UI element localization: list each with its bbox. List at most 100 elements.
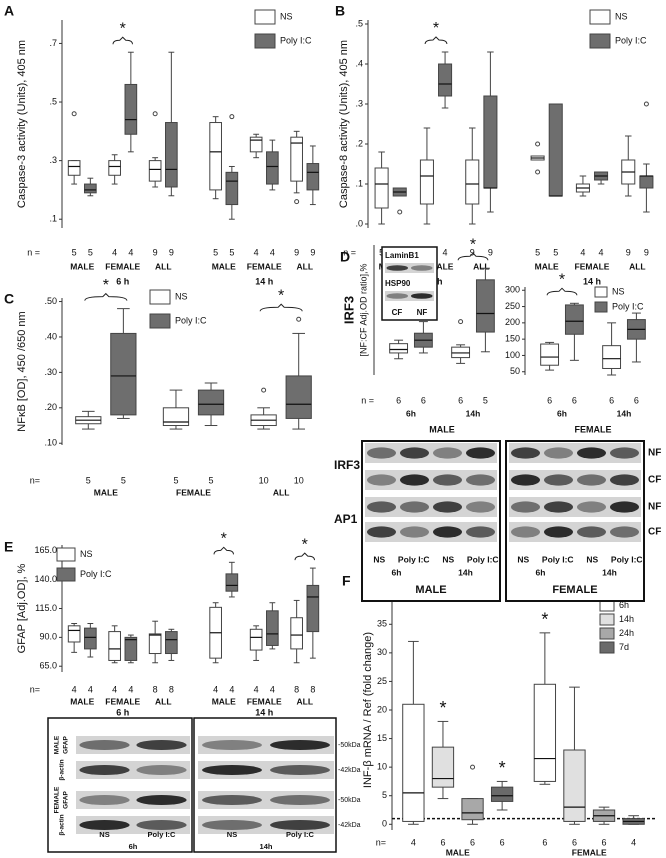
legend-swatch <box>594 286 608 298</box>
category-label: ALL <box>155 261 172 271</box>
inset-row-label: LaminB1 <box>385 251 419 260</box>
lane-label: NS <box>227 830 237 839</box>
category-label: MALE <box>212 261 236 271</box>
outlier <box>294 199 300 205</box>
blot-frame <box>361 440 501 602</box>
blot-strip <box>365 522 497 542</box>
legend-label: 14h <box>619 614 634 624</box>
section-label: 14 h <box>583 276 601 286</box>
box <box>266 610 279 646</box>
blot-band <box>410 293 433 299</box>
blot-band <box>399 501 430 513</box>
n-row-label: n= <box>376 837 386 847</box>
n-label: 5 <box>213 247 218 257</box>
n-label: 5 <box>173 475 178 485</box>
blot-band <box>510 501 541 513</box>
box <box>67 160 81 176</box>
n-label: 6 <box>609 395 614 405</box>
legend-swatch <box>589 33 611 49</box>
time-label: 14h <box>458 567 473 577</box>
y-tick-label: .5 <box>49 96 57 106</box>
n-label: 5 <box>72 247 77 257</box>
box <box>431 746 455 788</box>
blot-strip <box>385 291 434 301</box>
significance-bracket <box>112 36 133 45</box>
y-tick-label: 15 <box>377 733 387 743</box>
time-label: 6h <box>392 567 402 577</box>
n-label: 9 <box>488 247 493 257</box>
n-label: 5 <box>86 475 91 485</box>
n-label: 4 <box>270 684 275 694</box>
category-label: ALL <box>296 261 313 271</box>
y-tick-label: 10 <box>377 762 387 772</box>
y-axis-label: [NF:CF Adj.OD ratio],% <box>358 263 368 356</box>
legend-swatch <box>589 9 611 25</box>
fraction-label: NF <box>648 448 661 459</box>
legend-swatch <box>594 301 608 313</box>
outlier <box>296 316 302 322</box>
category-label: FEMALE <box>105 261 140 271</box>
section-label: 6 h <box>116 707 129 717</box>
blot-band <box>543 474 574 486</box>
blot-band <box>366 501 397 513</box>
blot-row-label: FEMALE <box>54 786 61 813</box>
legend-label: NS <box>280 11 293 21</box>
fraction-label: CF <box>648 475 661 486</box>
y-tick-label: 250 <box>505 301 520 311</box>
significance-bracket <box>546 287 578 296</box>
n-row-label: n = <box>343 247 356 257</box>
blot-band <box>79 739 130 751</box>
y-tick-label: .1 <box>49 214 57 224</box>
y-tick-label: 30 <box>377 647 387 657</box>
significance-star: * <box>221 531 227 548</box>
blot-strip <box>365 443 497 463</box>
n-label: 6 <box>470 837 475 847</box>
y-tick-label: .2 <box>355 138 363 148</box>
n-label: 4 <box>631 837 636 847</box>
box <box>249 628 263 651</box>
blot-band <box>136 794 187 806</box>
lane-label: Poly I:C <box>467 554 499 564</box>
category-label: MALE <box>446 847 470 857</box>
y-tick-label: 50 <box>510 366 520 376</box>
n-label: 4 <box>254 247 259 257</box>
outlier <box>152 111 158 117</box>
y-tick-label: 90.0 <box>39 632 57 642</box>
significance-bracket <box>259 303 303 312</box>
significance-star: * <box>470 236 476 253</box>
legend-label: Poly I:C <box>612 301 644 311</box>
box <box>461 798 484 821</box>
legend-label: NS <box>615 11 628 21</box>
y-axis-label: Caspase-8 activity (Units), 405 nm <box>338 40 350 208</box>
category-label: FEMALE <box>176 487 211 497</box>
n-label: 6 <box>396 395 401 405</box>
outlier <box>71 111 77 117</box>
blot-band <box>386 293 409 299</box>
outlier <box>643 101 649 107</box>
lane-label: NS <box>99 830 109 839</box>
category-label: MALE <box>70 261 94 271</box>
box <box>148 633 162 655</box>
category-label: FEMALE <box>247 696 282 706</box>
blot-band <box>79 819 130 831</box>
blot-row-label: GFAP <box>63 735 70 753</box>
outlier <box>458 319 464 325</box>
n-label: 5 <box>229 247 234 257</box>
fraction-label: CF <box>648 527 661 538</box>
n-label: 4 <box>443 247 448 257</box>
inset-row-label: HSP90 <box>385 279 411 288</box>
legend-swatch <box>149 289 171 305</box>
box <box>108 160 121 176</box>
n-label: 4 <box>411 837 416 847</box>
blot-strip <box>509 522 641 542</box>
box <box>124 636 138 661</box>
y-tick-label: 20 <box>377 704 387 714</box>
lane-label: NS <box>373 554 385 564</box>
inset-frame <box>381 246 438 321</box>
n-row-label: n = <box>27 247 40 257</box>
n-label: 6 <box>440 837 445 847</box>
n-label: 9 <box>644 247 649 257</box>
box <box>110 332 137 416</box>
box <box>285 375 312 419</box>
